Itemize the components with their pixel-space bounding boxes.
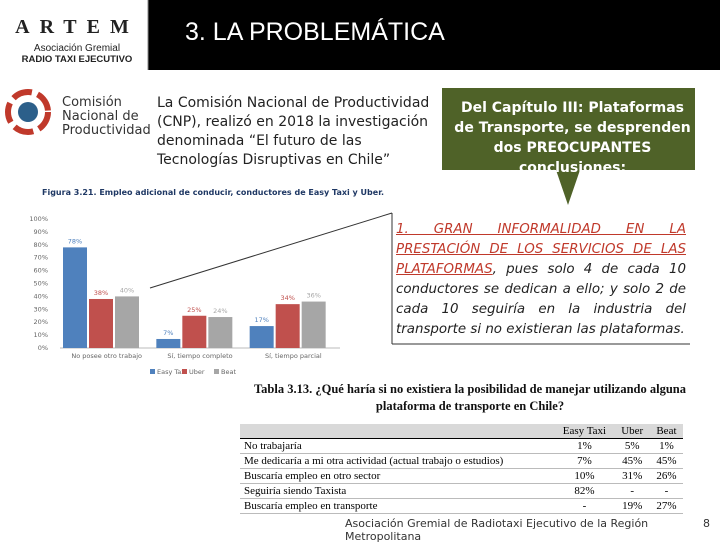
bar [208, 317, 233, 348]
value-label: 34% [280, 294, 294, 302]
y-tick-label: 50% [34, 280, 48, 288]
conclusion-highlight: 1. GRAN INFORMALIDAD EN LA PRESTACIÓN DE… [396, 222, 686, 277]
bar [249, 326, 274, 348]
header-cell [240, 424, 555, 439]
bar [63, 247, 87, 348]
value-label: 25% [187, 306, 201, 314]
table-cell: 1% [649, 438, 683, 454]
conclusion-text: , pues solo 4 de cada 10 conductores se … [396, 262, 686, 337]
table-cell: 31% [614, 468, 650, 484]
legend-label: Easy Taxi [157, 368, 187, 376]
table-row: Buscaría empleo en otro sector 10% 31% 26% [240, 468, 683, 484]
y-tick-label: 80% [34, 241, 48, 249]
x-tick-label: Sí, tiempo completo [167, 352, 232, 360]
header-bar [148, 0, 720, 70]
logo-sub: RADIO TAXI EJECUTIVO [21, 54, 133, 65]
value-label: 78% [68, 237, 82, 245]
y-tick-label: 60% [34, 267, 48, 275]
y-tick-label: 40% [34, 292, 48, 300]
connector [149, 212, 393, 289]
callout-shape [442, 88, 695, 205]
header-cell: Easy Taxi [554, 424, 615, 439]
table: Easy Taxi Uber Beat No trabajaría 1% 5% 1% Me d… [240, 424, 683, 514]
table-cell: 7% [554, 453, 615, 469]
table-cell: 26% [649, 468, 683, 484]
bar [156, 338, 181, 348]
table-cell: 1% [554, 438, 615, 454]
x-tick-label: Sí, tiempo parcial [265, 352, 322, 360]
table-cell: 19% [614, 498, 650, 514]
y-tick-label: 70% [34, 254, 48, 262]
value-label: 38% [94, 289, 108, 297]
legend-swatch [182, 369, 187, 374]
bar [182, 315, 207, 348]
header-cell: Beat [649, 424, 683, 439]
table-cell: 5% [614, 438, 650, 454]
y-tick-label: 20% [34, 318, 48, 326]
cnp-icon [5, 89, 51, 135]
header-cell: Uber [614, 424, 650, 439]
legend-label: Uber [189, 368, 205, 376]
page-number: 8 [703, 517, 710, 530]
y-tick-label: 100% [29, 215, 48, 223]
bar [89, 298, 113, 348]
table-caption: Tabla 3.13. ¿Qué haría si no existiera l… [253, 382, 686, 413]
slide-title: 3. LA PROBLEMÁTICA [185, 18, 445, 46]
logo-sub: Asociación Gremial [33, 43, 121, 54]
legend-label: Beat [221, 368, 236, 376]
bar [275, 304, 300, 348]
legend-swatch [214, 369, 219, 374]
cnp-logo-line: Nacional de [62, 109, 139, 124]
x-tick-label: No posee otro trabajo [71, 352, 142, 360]
table-cell: 82% [554, 483, 615, 499]
intro-text: La Comisión Nacional de Productividad (C… [157, 95, 430, 168]
table-cell: 45% [614, 453, 650, 469]
y-tick-label: 90% [34, 228, 48, 236]
value-label: 17% [254, 316, 268, 324]
table-cell: - [614, 483, 650, 499]
y-tick-label: 30% [34, 305, 48, 313]
bar [115, 296, 139, 348]
table-row: Me dedicaría a mi otra actividad (actual… [240, 453, 683, 469]
table-row: No trabajaría 1% 5% 1% [240, 438, 683, 454]
table-cell: Me dedicaría a mi otra actividad (actual… [240, 453, 555, 469]
table-cell: Buscaría empleo en transporte [240, 498, 555, 514]
table-cell: - [649, 483, 683, 499]
y-tick-label: 10% [34, 331, 48, 339]
logo-name: ARTEM [15, 16, 139, 38]
footer: Asociación Gremial de Radiotaxi Ejecutiv… [345, 517, 649, 543]
value-label: 7% [163, 329, 173, 337]
table-row: Buscaría empleo en transporte -19% 27% [240, 498, 683, 514]
value-label: 36% [306, 292, 320, 300]
table-cell: 27% [649, 498, 683, 514]
legend-swatch [150, 369, 155, 374]
bar [301, 301, 326, 348]
table-cell: No trabajaría [240, 438, 555, 454]
chart-title: Figura 3.21. Empleo adicional de conduci… [42, 188, 384, 197]
callout-text: Del Capítulo III: Plataformas de Transpo… [454, 100, 691, 176]
table-cell: 10% [554, 468, 615, 484]
value-label: 40% [120, 286, 134, 294]
table-cell: - [554, 498, 615, 514]
table-row: Seguiría siendo Taxista 82% - - [240, 483, 683, 499]
y-tick-label: 0% [38, 344, 48, 352]
table-cell: Buscaría empleo en otro sector [240, 468, 555, 484]
value-label: 24% [213, 307, 227, 315]
table-cell: 45% [649, 453, 683, 469]
logo: ARTEM Asociación Gremial RADIO TAXI EJEC… [12, 16, 142, 65]
cnp-logo-line: Comisión [62, 95, 122, 110]
conclusion: 1. GRAN INFORMALIDAD EN LA PRESTACIÓN DE… [396, 220, 686, 340]
cnp-logo-line: Productividad [62, 123, 151, 138]
table-cell: Seguiría siendo Taxista [240, 483, 555, 499]
